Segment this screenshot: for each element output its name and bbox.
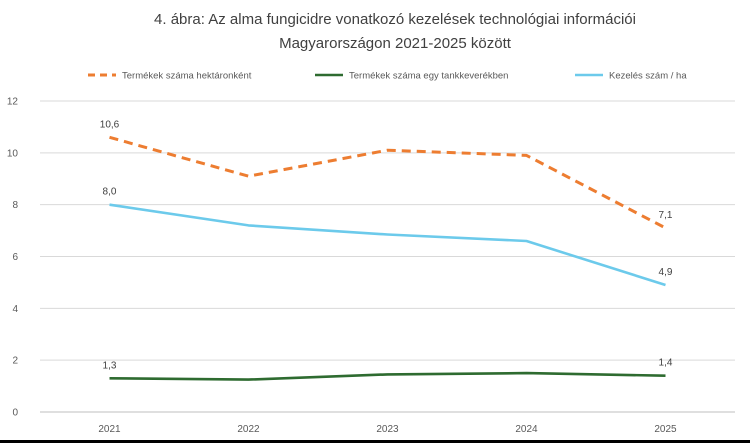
data-label: 1,4	[659, 358, 673, 369]
y-tick-label: 10	[7, 148, 19, 159]
y-tick-label: 0	[12, 408, 18, 419]
chart-title-line-1: 4. ábra: Az alma fungicidre vonatkozó ke…	[154, 11, 636, 28]
series-line-2	[109, 371, 666, 381]
x-tick-label: 2023	[376, 424, 399, 435]
y-tick-label: 4	[12, 304, 18, 315]
chart-title-line-2: Magyarországon 2021-2025 között	[279, 35, 512, 52]
legend-label: Termékek száma egy tankkeverékben	[349, 71, 508, 82]
x-tick-label: 2021	[98, 424, 121, 435]
series-layer	[109, 135, 667, 381]
y-axis: 0 2 4 6 8 10 12	[7, 97, 19, 419]
y-tick-label: 8	[12, 200, 18, 211]
legend: Termékek száma hektáronként Termékek szám…	[88, 71, 687, 82]
data-label: 7,1	[659, 210, 673, 221]
legend-label: Termékek száma hektáronként	[122, 71, 252, 82]
x-tick-label: 2025	[654, 424, 677, 435]
data-label: 1,3	[103, 360, 117, 371]
y-tick-label: 12	[7, 97, 19, 108]
data-labels: 10,6 7,1 1,3 1,4 8,0 4,9	[100, 119, 673, 371]
x-axis: 2021 2022 2023 2024 2025	[98, 424, 677, 435]
bottom-border	[0, 440, 750, 443]
series-line-3	[109, 203, 666, 287]
data-label: 10,6	[100, 119, 120, 130]
y-tick-label: 6	[12, 252, 18, 263]
x-tick-label: 2024	[515, 424, 538, 435]
gridlines	[40, 100, 735, 413]
data-label: 8,0	[103, 187, 117, 198]
data-label: 4,9	[659, 267, 673, 278]
x-tick-label: 2022	[237, 424, 260, 435]
legend-label: Kezelés szám / ha	[609, 71, 687, 82]
series-line-1	[109, 135, 667, 230]
y-tick-label: 2	[12, 356, 18, 367]
